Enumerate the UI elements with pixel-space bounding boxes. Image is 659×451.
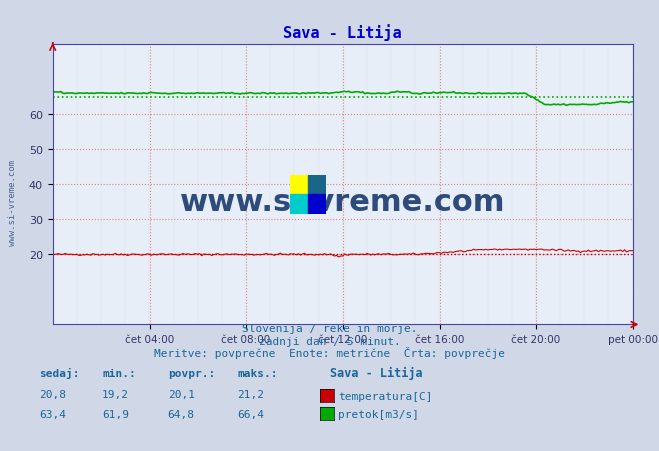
- Text: Meritve: povprečne  Enote: metrične  Črta: povprečje: Meritve: povprečne Enote: metrične Črta:…: [154, 346, 505, 358]
- Bar: [308, 195, 326, 214]
- Text: 61,9: 61,9: [102, 409, 129, 419]
- Text: www.si-vreme.com: www.si-vreme.com: [180, 187, 505, 216]
- Text: 20,8: 20,8: [40, 389, 66, 399]
- Bar: [308, 176, 326, 195]
- Text: pretok[m3/s]: pretok[m3/s]: [338, 410, 419, 419]
- Text: sedaj:: sedaj:: [40, 368, 80, 378]
- Bar: [290, 176, 308, 195]
- Bar: [290, 195, 308, 214]
- Text: 21,2: 21,2: [237, 389, 264, 399]
- Text: Slovenija / reke in morje.: Slovenija / reke in morje.: [242, 323, 417, 333]
- Text: www.si-vreme.com: www.si-vreme.com: [8, 160, 17, 246]
- Title: Sava - Litija: Sava - Litija: [283, 24, 402, 41]
- Text: 64,8: 64,8: [168, 409, 194, 419]
- Text: maks.:: maks.:: [237, 368, 277, 378]
- Text: Sava - Litija: Sava - Litija: [330, 367, 422, 380]
- Text: temperatura[C]: temperatura[C]: [338, 391, 432, 401]
- Text: min.:: min.:: [102, 368, 136, 378]
- Text: zadnji dan / 5 minut.: zadnji dan / 5 minut.: [258, 336, 401, 346]
- Text: 20,1: 20,1: [168, 389, 194, 399]
- Text: 19,2: 19,2: [102, 389, 129, 399]
- Text: povpr.:: povpr.:: [168, 368, 215, 378]
- Text: 66,4: 66,4: [237, 409, 264, 419]
- Text: 63,4: 63,4: [40, 409, 66, 419]
